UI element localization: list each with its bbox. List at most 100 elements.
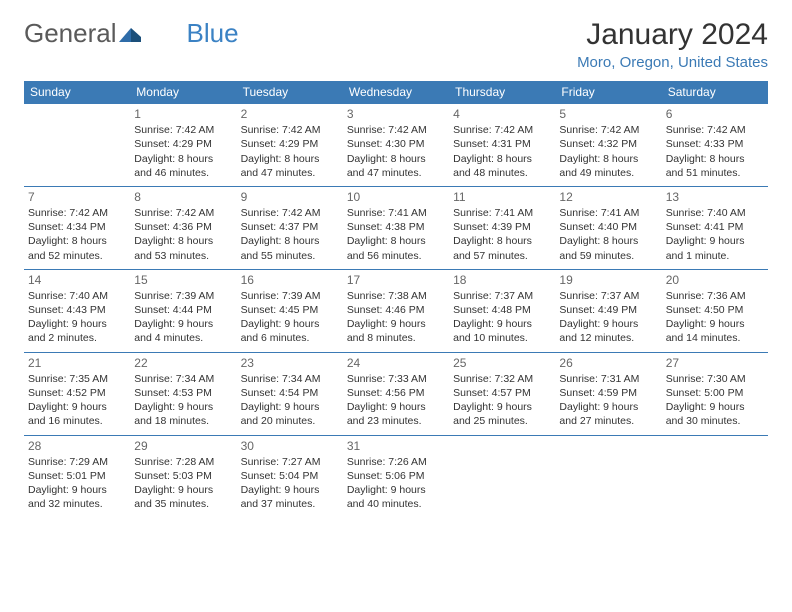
day-number: 18: [453, 272, 551, 288]
daylight-line: Daylight: 9 hours and 1 minute.: [666, 234, 764, 262]
day-number: 23: [241, 355, 339, 371]
day-number: 31: [347, 438, 445, 454]
day-number: 4: [453, 106, 551, 122]
sunset-line: Sunset: 4:52 PM: [28, 386, 126, 400]
day-number: 29: [134, 438, 232, 454]
day-number: 5: [559, 106, 657, 122]
calendar-day-cell: 26Sunrise: 7:31 AMSunset: 4:59 PMDayligh…: [555, 352, 661, 435]
day-number: 7: [28, 189, 126, 205]
sunrise-line: Sunrise: 7:35 AM: [28, 372, 126, 386]
daylight-line: Daylight: 9 hours and 2 minutes.: [28, 317, 126, 345]
calendar-empty-cell: [449, 435, 555, 517]
sunset-line: Sunset: 4:48 PM: [453, 303, 551, 317]
calendar-row: 1Sunrise: 7:42 AMSunset: 4:29 PMDaylight…: [24, 104, 768, 187]
daylight-line: Daylight: 9 hours and 35 minutes.: [134, 483, 232, 511]
calendar-day-cell: 13Sunrise: 7:40 AMSunset: 4:41 PMDayligh…: [662, 186, 768, 269]
sunrise-line: Sunrise: 7:34 AM: [134, 372, 232, 386]
calendar-day-cell: 4Sunrise: 7:42 AMSunset: 4:31 PMDaylight…: [449, 104, 555, 187]
sunset-line: Sunset: 4:39 PM: [453, 220, 551, 234]
sunrise-line: Sunrise: 7:42 AM: [134, 123, 232, 137]
day-number: 17: [347, 272, 445, 288]
calendar-day-cell: 5Sunrise: 7:42 AMSunset: 4:32 PMDaylight…: [555, 104, 661, 187]
weekday-header: Tuesday: [237, 81, 343, 104]
daylight-line: Daylight: 9 hours and 32 minutes.: [28, 483, 126, 511]
calendar-day-cell: 23Sunrise: 7:34 AMSunset: 4:54 PMDayligh…: [237, 352, 343, 435]
logo: General Blue: [24, 18, 239, 49]
sunrise-line: Sunrise: 7:42 AM: [241, 123, 339, 137]
sunset-line: Sunset: 4:49 PM: [559, 303, 657, 317]
daylight-line: Daylight: 9 hours and 8 minutes.: [347, 317, 445, 345]
sunrise-line: Sunrise: 7:42 AM: [28, 206, 126, 220]
day-number: 6: [666, 106, 764, 122]
calendar-day-cell: 27Sunrise: 7:30 AMSunset: 5:00 PMDayligh…: [662, 352, 768, 435]
daylight-line: Daylight: 8 hours and 51 minutes.: [666, 152, 764, 180]
daylight-line: Daylight: 9 hours and 10 minutes.: [453, 317, 551, 345]
daylight-line: Daylight: 8 hours and 57 minutes.: [453, 234, 551, 262]
sunrise-line: Sunrise: 7:40 AM: [666, 206, 764, 220]
calendar-day-cell: 15Sunrise: 7:39 AMSunset: 4:44 PMDayligh…: [130, 269, 236, 352]
calendar-day-cell: 3Sunrise: 7:42 AMSunset: 4:30 PMDaylight…: [343, 104, 449, 187]
calendar-day-cell: 9Sunrise: 7:42 AMSunset: 4:37 PMDaylight…: [237, 186, 343, 269]
calendar-day-cell: 7Sunrise: 7:42 AMSunset: 4:34 PMDaylight…: [24, 186, 130, 269]
day-number: 9: [241, 189, 339, 205]
sunset-line: Sunset: 4:56 PM: [347, 386, 445, 400]
calendar-table: SundayMondayTuesdayWednesdayThursdayFrid…: [24, 81, 768, 517]
daylight-line: Daylight: 9 hours and 27 minutes.: [559, 400, 657, 428]
daylight-line: Daylight: 8 hours and 46 minutes.: [134, 152, 232, 180]
day-number: 19: [559, 272, 657, 288]
sunrise-line: Sunrise: 7:41 AM: [559, 206, 657, 220]
sunset-line: Sunset: 4:50 PM: [666, 303, 764, 317]
daylight-line: Daylight: 9 hours and 30 minutes.: [666, 400, 764, 428]
day-number: 22: [134, 355, 232, 371]
sunrise-line: Sunrise: 7:42 AM: [241, 206, 339, 220]
calendar-day-cell: 1Sunrise: 7:42 AMSunset: 4:29 PMDaylight…: [130, 104, 236, 187]
sunrise-line: Sunrise: 7:40 AM: [28, 289, 126, 303]
calendar-day-cell: 30Sunrise: 7:27 AMSunset: 5:04 PMDayligh…: [237, 435, 343, 517]
calendar-empty-cell: [662, 435, 768, 517]
sunrise-line: Sunrise: 7:39 AM: [134, 289, 232, 303]
sunset-line: Sunset: 4:59 PM: [559, 386, 657, 400]
calendar-day-cell: 18Sunrise: 7:37 AMSunset: 4:48 PMDayligh…: [449, 269, 555, 352]
location-text: Moro, Oregon, United States: [577, 54, 768, 71]
sunset-line: Sunset: 4:34 PM: [28, 220, 126, 234]
daylight-line: Daylight: 8 hours and 59 minutes.: [559, 234, 657, 262]
calendar-day-cell: 25Sunrise: 7:32 AMSunset: 4:57 PMDayligh…: [449, 352, 555, 435]
daylight-line: Daylight: 8 hours and 52 minutes.: [28, 234, 126, 262]
daylight-line: Daylight: 8 hours and 49 minutes.: [559, 152, 657, 180]
sunset-line: Sunset: 4:53 PM: [134, 386, 232, 400]
sunset-line: Sunset: 4:57 PM: [453, 386, 551, 400]
calendar-day-cell: 8Sunrise: 7:42 AMSunset: 4:36 PMDaylight…: [130, 186, 236, 269]
calendar-day-cell: 12Sunrise: 7:41 AMSunset: 4:40 PMDayligh…: [555, 186, 661, 269]
daylight-line: Daylight: 9 hours and 14 minutes.: [666, 317, 764, 345]
calendar-day-cell: 16Sunrise: 7:39 AMSunset: 4:45 PMDayligh…: [237, 269, 343, 352]
calendar-day-cell: 6Sunrise: 7:42 AMSunset: 4:33 PMDaylight…: [662, 104, 768, 187]
sunrise-line: Sunrise: 7:38 AM: [347, 289, 445, 303]
sunset-line: Sunset: 5:04 PM: [241, 469, 339, 483]
sunset-line: Sunset: 4:40 PM: [559, 220, 657, 234]
sunset-line: Sunset: 4:29 PM: [134, 137, 232, 151]
daylight-line: Daylight: 9 hours and 18 minutes.: [134, 400, 232, 428]
day-number: 27: [666, 355, 764, 371]
daylight-line: Daylight: 9 hours and 37 minutes.: [241, 483, 339, 511]
calendar-day-cell: 2Sunrise: 7:42 AMSunset: 4:29 PMDaylight…: [237, 104, 343, 187]
day-number: 10: [347, 189, 445, 205]
calendar-empty-cell: [24, 104, 130, 187]
sunrise-line: Sunrise: 7:31 AM: [559, 372, 657, 386]
sunset-line: Sunset: 4:45 PM: [241, 303, 339, 317]
sunset-line: Sunset: 4:33 PM: [666, 137, 764, 151]
sunset-line: Sunset: 5:01 PM: [28, 469, 126, 483]
day-number: 8: [134, 189, 232, 205]
sunrise-line: Sunrise: 7:26 AM: [347, 455, 445, 469]
sunrise-line: Sunrise: 7:39 AM: [241, 289, 339, 303]
sunset-line: Sunset: 4:54 PM: [241, 386, 339, 400]
daylight-line: Daylight: 9 hours and 16 minutes.: [28, 400, 126, 428]
daylight-line: Daylight: 9 hours and 6 minutes.: [241, 317, 339, 345]
calendar-row: 7Sunrise: 7:42 AMSunset: 4:34 PMDaylight…: [24, 186, 768, 269]
logo-text-general: General: [24, 18, 117, 49]
weekday-header: Monday: [130, 81, 236, 104]
sunset-line: Sunset: 4:44 PM: [134, 303, 232, 317]
weekday-header: Wednesday: [343, 81, 449, 104]
day-number: 13: [666, 189, 764, 205]
sunset-line: Sunset: 4:36 PM: [134, 220, 232, 234]
logo-text-blue: Blue: [187, 18, 239, 49]
